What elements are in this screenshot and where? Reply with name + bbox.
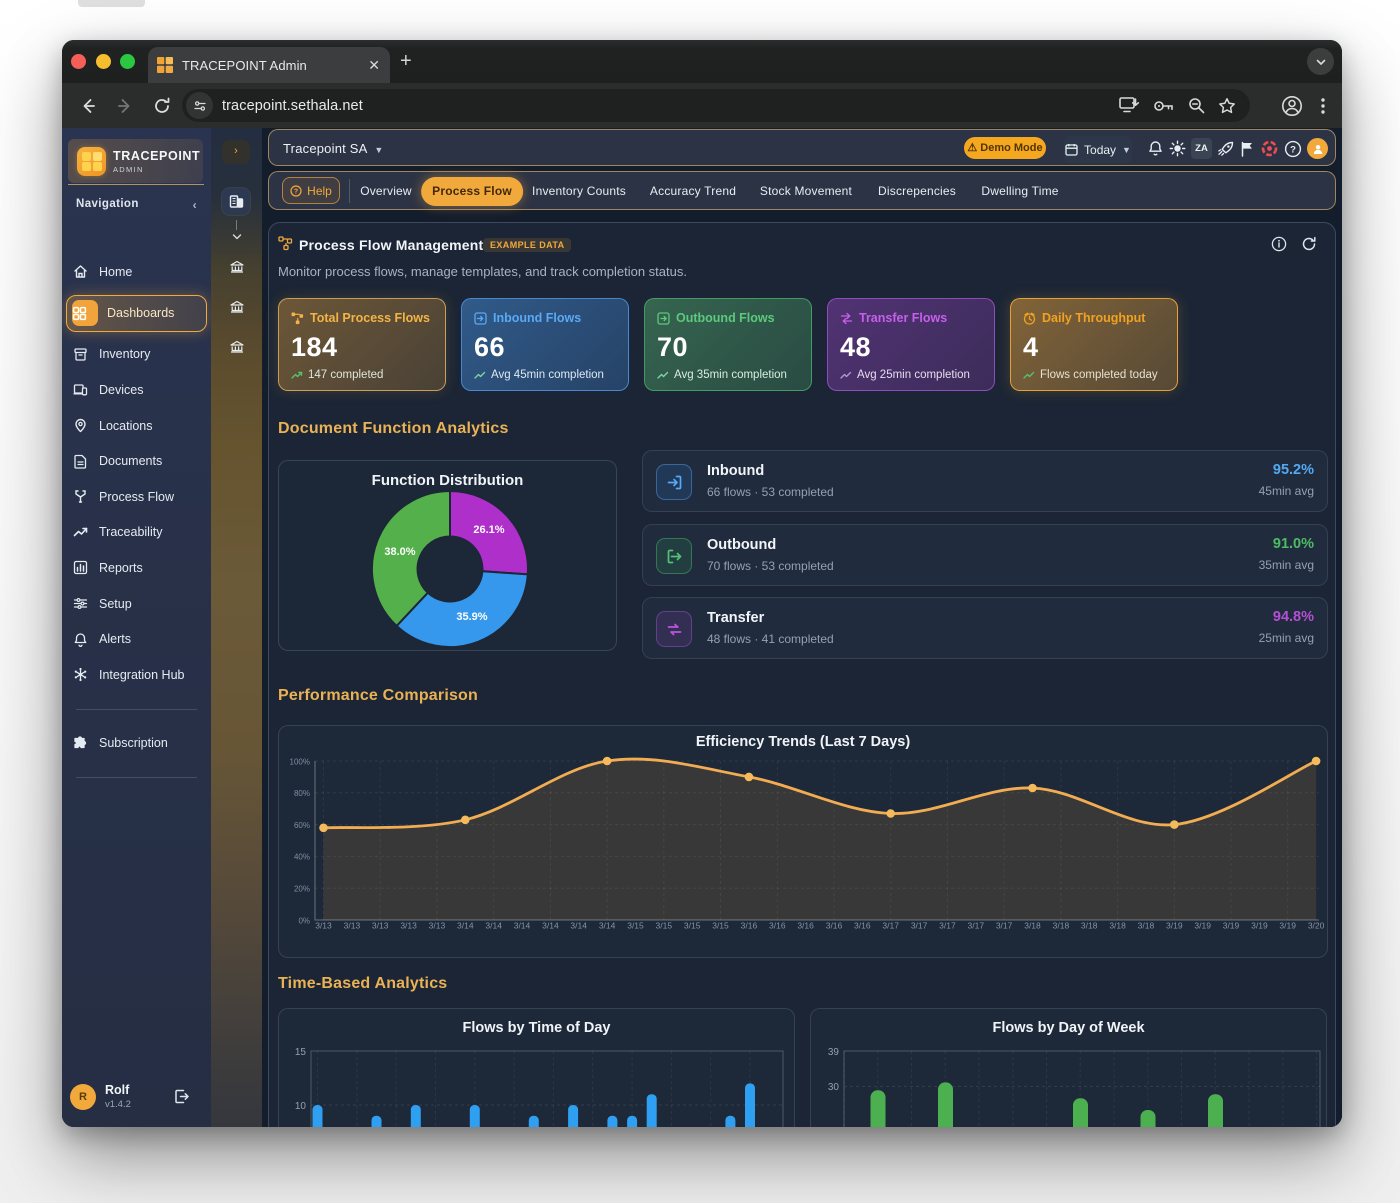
svg-text:3/16: 3/16 — [741, 921, 758, 931]
svg-text:?: ? — [1290, 144, 1296, 155]
svg-text:3/17: 3/17 — [939, 921, 956, 931]
svg-text:3/18: 3/18 — [1081, 921, 1098, 931]
svg-text:3/13: 3/13 — [344, 921, 361, 931]
svg-text:100%: 100% — [290, 757, 310, 766]
svg-text:3/16: 3/16 — [797, 921, 814, 931]
svg-text:0%: 0% — [298, 916, 310, 925]
svg-text:38.0%: 38.0% — [384, 546, 415, 558]
svg-text:3/16: 3/16 — [854, 921, 871, 931]
svg-text:3/17: 3/17 — [968, 921, 985, 931]
svg-text:3/15: 3/15 — [656, 921, 673, 931]
svg-text:3/19: 3/19 — [1194, 921, 1211, 931]
svg-text:3/14: 3/14 — [542, 921, 559, 931]
svg-text:3/14: 3/14 — [570, 921, 587, 931]
svg-text:3/15: 3/15 — [627, 921, 644, 931]
svg-text:3/17: 3/17 — [911, 921, 928, 931]
svg-text:3/13: 3/13 — [315, 921, 332, 931]
svg-text:3/14: 3/14 — [485, 921, 502, 931]
svg-text:3/16: 3/16 — [769, 921, 786, 931]
svg-text:3/18: 3/18 — [1138, 921, 1155, 931]
svg-text:3/14: 3/14 — [457, 921, 474, 931]
svg-text:3/18: 3/18 — [1109, 921, 1126, 931]
svg-text:3/15: 3/15 — [712, 921, 729, 931]
svg-text:60%: 60% — [294, 821, 310, 830]
svg-text:3/18: 3/18 — [1024, 921, 1041, 931]
svg-text:3/13: 3/13 — [400, 921, 417, 931]
svg-text:3/13: 3/13 — [372, 921, 389, 931]
svg-text:30: 30 — [828, 1082, 840, 1093]
svg-text:3/15: 3/15 — [684, 921, 701, 931]
svg-text:35.9%: 35.9% — [456, 611, 487, 623]
svg-text:3/18: 3/18 — [1053, 921, 1070, 931]
svg-text:?: ? — [294, 188, 298, 195]
svg-text:26.1%: 26.1% — [473, 524, 504, 536]
svg-text:39: 39 — [828, 1047, 840, 1058]
svg-text:3/19: 3/19 — [1166, 921, 1183, 931]
svg-text:3/16: 3/16 — [826, 921, 843, 931]
svg-text:3/14: 3/14 — [514, 921, 531, 931]
svg-text:20%: 20% — [294, 885, 310, 894]
svg-text:3/19: 3/19 — [1223, 921, 1240, 931]
svg-text:3/13: 3/13 — [429, 921, 446, 931]
svg-text:3/17: 3/17 — [882, 921, 899, 931]
svg-text:40%: 40% — [294, 853, 310, 862]
svg-text:15: 15 — [295, 1047, 307, 1058]
svg-text:3/19: 3/19 — [1279, 921, 1296, 931]
svg-text:80%: 80% — [294, 789, 310, 798]
svg-text:3/19: 3/19 — [1251, 921, 1268, 931]
svg-text:3/17: 3/17 — [996, 921, 1013, 931]
svg-text:10: 10 — [295, 1101, 307, 1112]
svg-text:3/14: 3/14 — [599, 921, 616, 931]
svg-text:3/20: 3/20 — [1308, 921, 1325, 931]
